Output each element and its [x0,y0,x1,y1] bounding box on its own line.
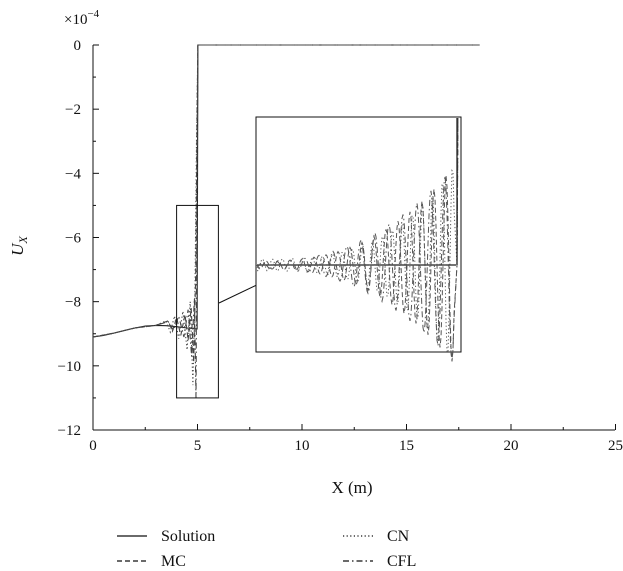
x-tick-label: 10 [295,438,310,454]
y-scale-exponent: −4 [87,8,99,20]
series-group [92,44,480,398]
legend-item-solution: Solution [117,528,215,545]
inset-plot [256,117,459,362]
y-tick-label: 0 [74,38,82,54]
y-tick-label: −4 [65,166,81,182]
legend-label-solution: Solution [161,528,215,545]
legend: Solution CN MC CFL [117,528,416,570]
y-tick-label: −8 [65,295,81,311]
y-tick-label: −2 [65,102,81,118]
legend-label-cfl: CFL [387,553,416,570]
x-tick-label: 25 [608,438,623,454]
x-tick-label: 20 [504,438,519,454]
x-tick-label: 0 [89,438,97,454]
legend-item-cfl: CFL [343,553,416,570]
legend-label-cn: CN [387,528,410,545]
y-tick-label: −12 [58,423,81,439]
y-axis-label: UX [8,236,30,256]
inset-frame [255,116,462,353]
x-axis-label: X (m) [331,478,372,497]
y-scale-label: ×10−4 [64,8,100,28]
ticks: 0 5 10 15 20 25 0 −2 −4 −6 −8 −10 −12 [58,38,623,454]
y-tick-label: −10 [58,359,81,375]
y-tick-label: −6 [65,231,81,247]
x-tick-label: 15 [399,438,414,454]
legend-item-cn: CN [343,528,410,545]
series-line-cfl [92,44,480,398]
y-axis-label-subscript: X [16,236,30,245]
legend-label-mc: MC [161,553,186,570]
x-tick-label: 5 [194,438,202,454]
series-line-mc [92,44,480,363]
legend-item-mc: MC [117,553,186,570]
zoom-region-box [176,204,219,399]
